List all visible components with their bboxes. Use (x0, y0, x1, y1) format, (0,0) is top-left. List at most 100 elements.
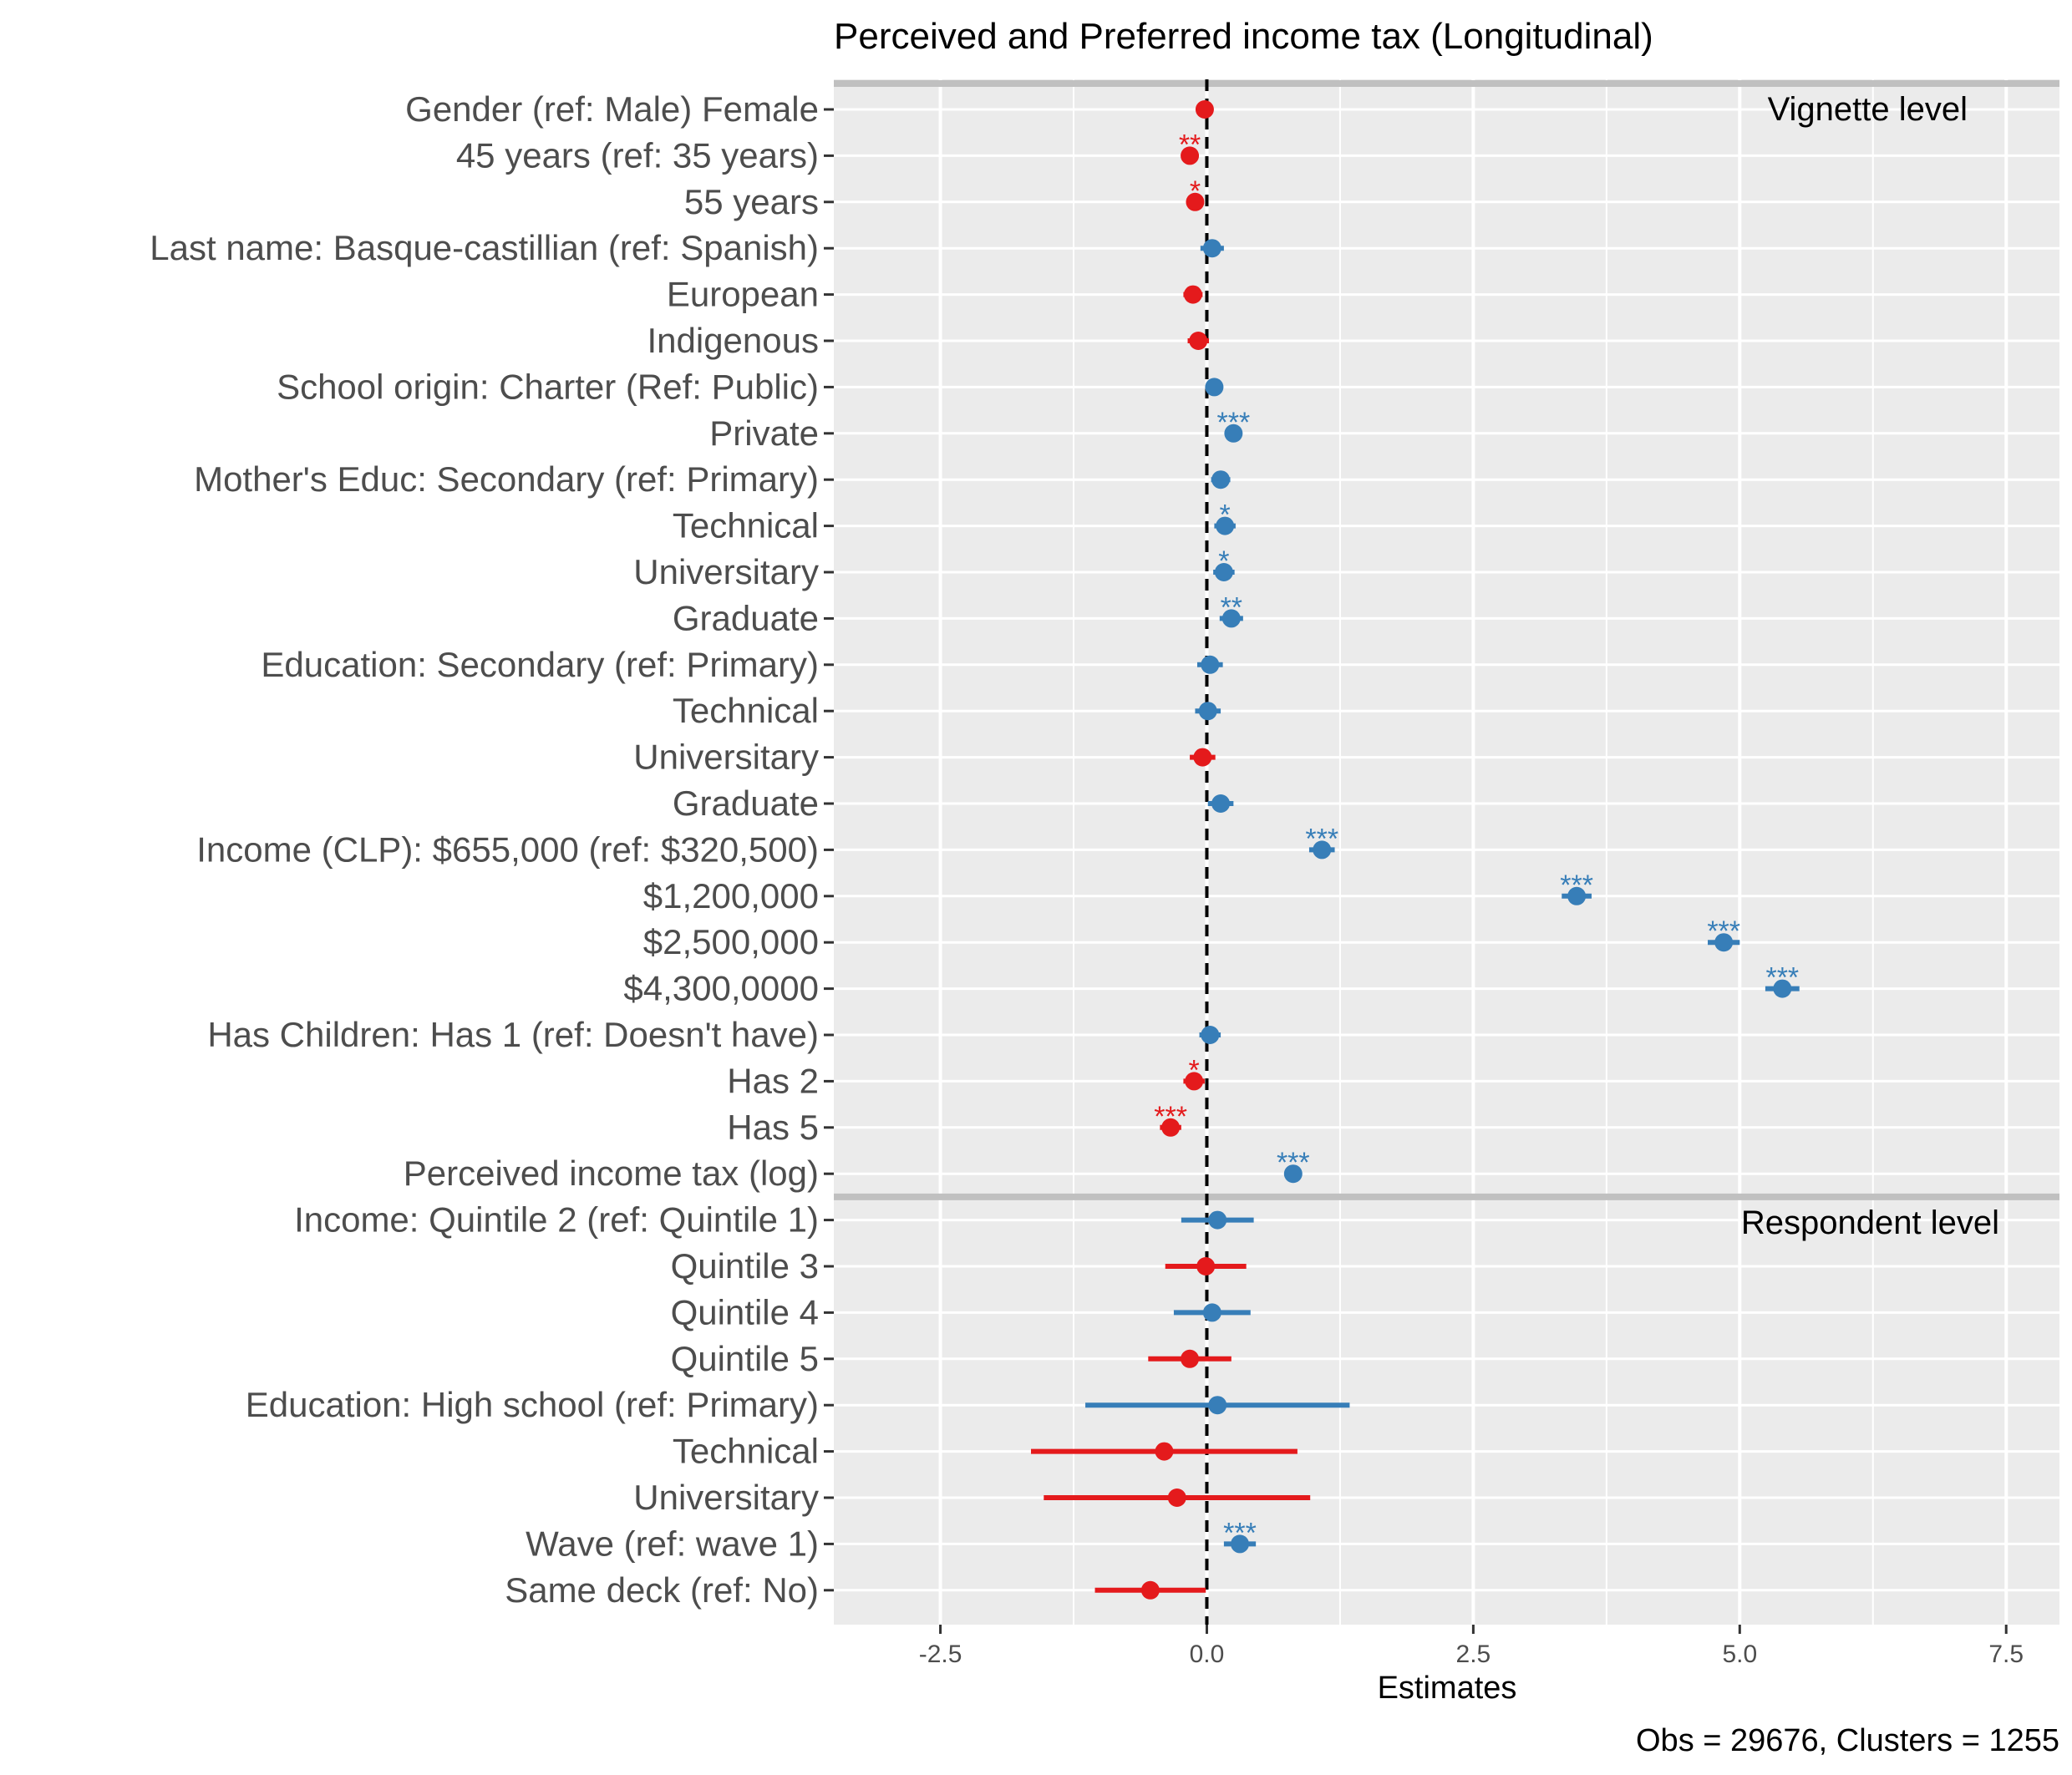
estimate-point (1196, 1257, 1216, 1275)
y-tick-label: Education: Secondary (ref: Primary) (261, 645, 819, 684)
estimate-point (1183, 285, 1202, 304)
estimate-row: *** (1560, 870, 1593, 905)
significance-stars: * (1190, 175, 1201, 207)
chart-title: Perceived and Preferred income tax (Long… (834, 16, 1653, 57)
estimate-row: * (1183, 1054, 1205, 1091)
y-tick-label: Quintile 5 (671, 1339, 819, 1378)
y-tick-label: Universitary (633, 1478, 819, 1517)
y-tick-label: $1,200,000 (643, 876, 819, 915)
significance-stars: *** (1277, 1147, 1310, 1179)
y-tick-label: European (667, 275, 819, 314)
estimate-point (1208, 1396, 1227, 1415)
x-tick-label: 0.0 (1190, 1641, 1225, 1668)
y-tick-label: Same deck (ref: No) (505, 1570, 819, 1610)
estimate-point (1202, 239, 1221, 258)
y-tick-label: Gender (ref: Male) Female (405, 89, 819, 129)
significance-stars: *** (1305, 823, 1338, 855)
panel-label: Vignette level (1768, 91, 1968, 128)
y-tick-label: Income: Quintile 2 (ref: Quintile 1) (294, 1200, 819, 1240)
estimate-row (1030, 1442, 1298, 1461)
panel-label: Respondent level (1741, 1204, 1999, 1241)
significance-stars: *** (1765, 962, 1799, 994)
estimate-point (1773, 979, 1792, 998)
estimate-point (1567, 886, 1587, 905)
estimate-point (1140, 1580, 1160, 1600)
estimate-row (1173, 1303, 1251, 1322)
estimate-row (1085, 1396, 1350, 1415)
estimate-row: ** (1219, 591, 1243, 628)
significance-stars: * (1220, 500, 1231, 531)
significance-stars: *** (1217, 407, 1251, 439)
estimate-point (1221, 609, 1241, 628)
y-tick-label: 55 years (684, 182, 819, 221)
estimate-point (1231, 1534, 1250, 1554)
plot-panel (834, 79, 2059, 1625)
estimate-row (1181, 1210, 1254, 1230)
estimate-point (1181, 1349, 1200, 1368)
estimate-point (1208, 1210, 1227, 1230)
estimate-point (1198, 702, 1217, 721)
y-tick-label: Technical (673, 1432, 819, 1471)
significance-stars: *** (1223, 1517, 1257, 1549)
x-tick-label: 7.5 (1988, 1641, 2024, 1668)
estimate-row: *** (1154, 1101, 1187, 1137)
significance-stars: *** (1560, 870, 1593, 901)
estimate-point (1201, 655, 1220, 674)
y-tick-label: Private (709, 413, 819, 453)
x-axis: -2.5 0.0 2.5 5.0 7.5 (919, 1625, 2024, 1668)
estimate-point (1195, 100, 1214, 119)
estimate-point (1313, 840, 1332, 860)
x-tick-label: 5.0 (1722, 1641, 1757, 1668)
estimate-row (1183, 285, 1203, 304)
estimate-point (1201, 1026, 1220, 1044)
y-tick-label: Has 2 (727, 1061, 819, 1100)
estimate-row: *** (1765, 962, 1800, 998)
significance-stars: *** (1154, 1101, 1187, 1133)
y-tick-label: Has 5 (727, 1108, 819, 1147)
y-tick-label: Mother's Educ: Secondary (ref: Primary) (194, 459, 819, 499)
estimate-point (1224, 423, 1243, 443)
estimate-row (1195, 100, 1214, 119)
estimate-point (1167, 1488, 1186, 1507)
estimate-row (1211, 470, 1231, 489)
significance-stars: *** (1707, 915, 1740, 947)
estimate-point (1161, 1118, 1181, 1137)
y-tick-label: $2,500,000 (643, 922, 819, 961)
y-tick-label: Quintile 4 (671, 1292, 819, 1331)
estimate-row: *** (1707, 915, 1740, 952)
caption: Obs = 29676, Clusters = 1255 (1636, 1723, 2059, 1758)
y-tick-label: Quintile 3 (671, 1246, 819, 1286)
y-tick-label: Wave (ref: wave 1) (526, 1524, 819, 1563)
estimate-row (1196, 655, 1223, 674)
y-tick-label: Last name: Basque-castillian (ref: Spani… (150, 228, 819, 267)
estimate-point (1181, 146, 1200, 165)
estimate-row (1200, 239, 1224, 258)
estimate-point (1211, 470, 1231, 489)
y-tick-label: Universitary (633, 552, 819, 591)
x-tick-label: 2.5 (1456, 1641, 1491, 1668)
estimate-point (1205, 378, 1224, 397)
estimate-point (1186, 192, 1205, 211)
y-tick-label: Universitary (633, 738, 819, 777)
estimate-row (1148, 1349, 1232, 1368)
panel-strips: Vignette level Respondent level (834, 80, 2059, 1241)
estimate-row (1205, 378, 1224, 397)
y-tick-label: Perceived income tax (log) (404, 1154, 819, 1193)
estimate-row: * (1186, 175, 1205, 211)
gridlines (806, 79, 2059, 1625)
estimate-row (1187, 332, 1210, 350)
significance-stars: * (1218, 545, 1229, 577)
estimate-row (1094, 1580, 1206, 1600)
estimate-point (1185, 1072, 1204, 1091)
estimate-point (1193, 748, 1212, 767)
estimate-row: * (1214, 500, 1236, 535)
estimate-point (1216, 516, 1235, 535)
estimate-marks: ******************************** (1030, 100, 1800, 1600)
estimate-point (1202, 1303, 1221, 1322)
y-tick-label: Income (CLP): $655,000 (ref: $320,500) (196, 829, 819, 869)
y-tick-label: Technical (673, 506, 819, 545)
estimate-row (1044, 1488, 1311, 1507)
estimate-row: ** (1179, 129, 1201, 165)
estimate-row (1165, 1257, 1247, 1275)
